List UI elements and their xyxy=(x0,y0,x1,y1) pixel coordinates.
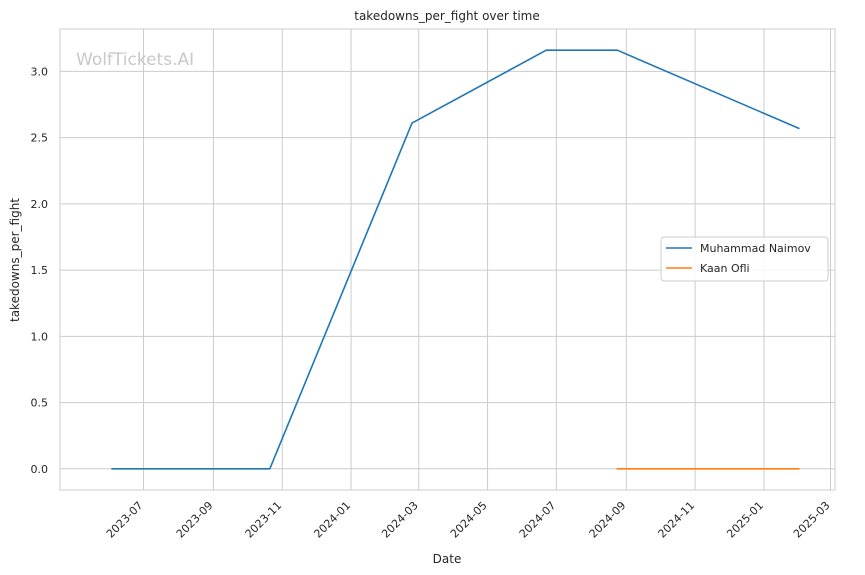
y-tick-label: 3.0 xyxy=(31,65,49,78)
watermark: WolfTickets.AI xyxy=(76,50,194,70)
legend-box xyxy=(660,236,829,282)
legend: Muhammad Naimov Kaan Ofli xyxy=(660,236,829,282)
y-tick-label: 0.5 xyxy=(31,397,49,410)
y-tick-labels: 0.0 0.5 1.0 1.5 2.0 2.5 3.0 xyxy=(31,65,49,475)
series-line-muhammad-naimov xyxy=(111,49,800,470)
y-tick-label: 1.5 xyxy=(31,264,49,277)
legend-label-muhammad-naimov: Muhammad Naimov xyxy=(700,242,811,255)
x-axis-label: Date xyxy=(433,552,462,566)
chart-title: takedowns_per_fight over time xyxy=(354,9,540,23)
legend-label-kaan-ofli: Kaan Ofli xyxy=(700,262,750,275)
y-tick-label: 0.0 xyxy=(31,463,49,476)
y-tick-label: 2.5 xyxy=(31,132,49,145)
y-axis-label: takedowns_per_fight xyxy=(8,198,22,322)
plot-frame xyxy=(59,28,836,491)
y-tick-label: 2.0 xyxy=(31,198,49,211)
series-lines xyxy=(111,49,800,470)
y-tick-label: 1.0 xyxy=(31,330,49,343)
